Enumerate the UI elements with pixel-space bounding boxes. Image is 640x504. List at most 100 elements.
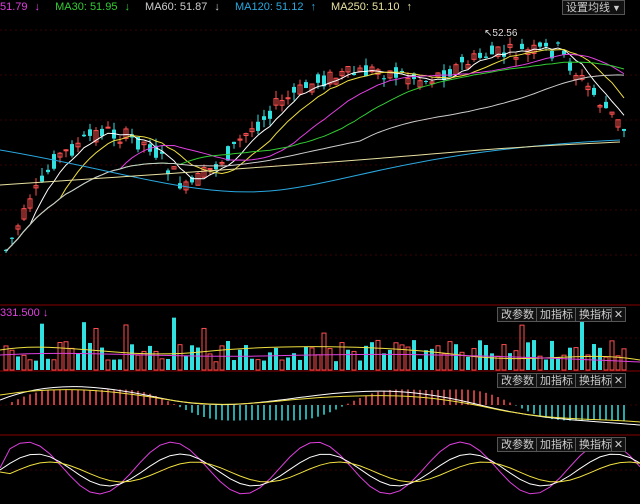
candle-body <box>21 208 27 220</box>
kdj-add-indicator-button[interactable]: 加指标 <box>536 437 577 452</box>
candle-body <box>375 69 381 75</box>
candle-body <box>460 56 464 63</box>
volume-bar <box>327 348 333 371</box>
volume-bar <box>238 349 242 370</box>
candle-body <box>226 146 230 161</box>
volume-bar <box>244 345 248 370</box>
volume-bar <box>621 348 627 371</box>
volume-bar <box>190 345 194 370</box>
volume-bar <box>358 360 362 370</box>
candle-body <box>556 42 560 44</box>
volume-bar <box>561 354 567 371</box>
candle-body <box>513 56 519 60</box>
volume-bar <box>255 359 261 371</box>
volume-bar <box>226 341 230 370</box>
macd-edit-params-button[interactable]: 改参数 <box>497 373 538 388</box>
volume-bar <box>315 354 321 371</box>
candle-body <box>585 85 591 91</box>
candle-body <box>214 164 218 170</box>
candle-body <box>562 50 566 55</box>
high-price-marker: ↖52.56 <box>484 28 518 39</box>
candle-body <box>46 169 50 173</box>
ma10-line <box>5 49 625 252</box>
candle-body <box>262 116 266 120</box>
candle-body <box>615 119 621 128</box>
volume-bar <box>430 348 434 370</box>
candle-body <box>405 77 411 85</box>
kdj-edit-params-button[interactable]: 改参数 <box>497 437 538 452</box>
volume-bar <box>405 346 411 371</box>
kdj-close-icon[interactable]: ✕ <box>611 437 626 452</box>
volume-bar <box>351 350 357 371</box>
candle-body <box>52 154 56 169</box>
volume-bar <box>580 320 584 370</box>
candle-body <box>219 162 225 165</box>
volume-bar <box>123 324 129 371</box>
volume-edit-params-button[interactable]: 改参数 <box>497 307 538 322</box>
volume-bar <box>262 360 266 370</box>
volume-bar <box>399 344 405 371</box>
volume-bar <box>544 359 548 370</box>
volume-bar <box>375 339 381 371</box>
volume-bar <box>585 354 591 371</box>
volume-bar <box>334 361 338 370</box>
candle-body <box>15 225 21 230</box>
volume-bar <box>598 347 602 370</box>
volume-bar <box>393 342 399 371</box>
candle-body <box>495 46 501 57</box>
candle-body <box>568 61 572 71</box>
macd-add-indicator-button[interactable]: 加指标 <box>536 373 577 388</box>
candle-body <box>100 128 104 137</box>
candle-body <box>40 175 44 182</box>
candle-body <box>316 74 320 83</box>
candle-body <box>538 42 542 47</box>
candle-body <box>429 81 435 84</box>
volume-close-icon[interactable]: ✕ <box>611 307 626 322</box>
candle-body <box>279 100 285 106</box>
volume-bar <box>519 324 525 371</box>
volume-bar <box>196 347 200 370</box>
volume-bar <box>346 349 350 370</box>
kdj-switch-indicator-button[interactable]: 换指标 <box>575 437 616 452</box>
volume-bar <box>21 354 27 371</box>
candle-body <box>520 43 524 50</box>
macd-close-icon[interactable]: ✕ <box>611 373 626 388</box>
candle-body <box>117 141 123 144</box>
candle-body <box>166 170 170 175</box>
candle-body <box>249 128 255 133</box>
volume-bar <box>51 359 57 371</box>
volume-bar <box>105 359 111 371</box>
candle-body <box>195 172 201 186</box>
candle-body <box>387 70 393 79</box>
volume-bar <box>286 357 290 370</box>
volume-bar <box>532 340 536 370</box>
volume-switch-indicator-button[interactable]: 换指标 <box>575 307 616 322</box>
macd-switch-indicator-button[interactable]: 换指标 <box>575 373 616 388</box>
candle-body <box>297 84 303 95</box>
candle-body <box>154 145 158 158</box>
volume-bar <box>304 346 308 370</box>
candle-body <box>75 142 81 148</box>
ma60-value: MA60: 51.87 ↓ <box>145 1 220 13</box>
volume-bar <box>184 355 188 370</box>
volume-bar <box>418 358 422 370</box>
candle-body <box>471 53 477 60</box>
candle-body <box>322 75 326 87</box>
volume-bar <box>478 340 482 370</box>
candle-body <box>424 81 428 83</box>
candle-body <box>237 138 243 141</box>
volume-bar <box>27 359 33 371</box>
candle-body <box>400 70 404 73</box>
ma120-line <box>0 139 621 193</box>
candle-body <box>550 50 554 59</box>
candle-body <box>285 97 291 100</box>
volume-ma-line <box>0 352 640 363</box>
candle-body <box>579 75 585 80</box>
ma-settings-button[interactable]: 设置均线 ▼ <box>562 0 625 15</box>
candle-body <box>63 149 69 152</box>
volume-bar <box>63 341 69 371</box>
ma5-line <box>5 46 625 252</box>
volume-add-indicator-button[interactable]: 加指标 <box>536 307 577 322</box>
volume-bar <box>76 353 80 370</box>
